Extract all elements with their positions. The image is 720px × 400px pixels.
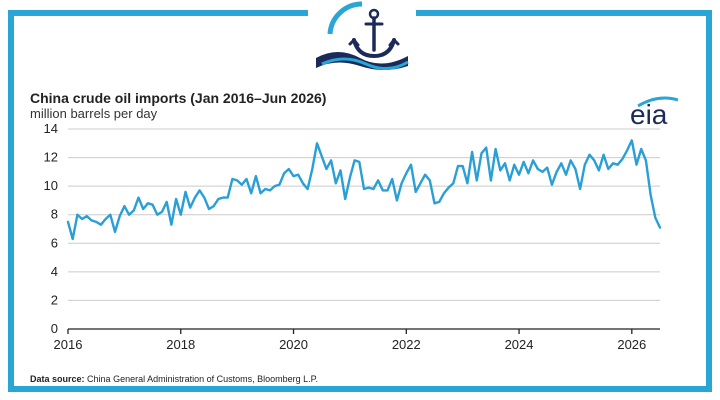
- x-tick-label: 2022: [392, 337, 421, 352]
- y-tick-label: 0: [51, 321, 58, 336]
- frame-top-left: [8, 10, 308, 16]
- eia-logo: eia: [630, 96, 679, 130]
- x-tick-label: 2026: [617, 337, 646, 352]
- frame-left: [8, 10, 14, 392]
- y-tick-label: 2: [51, 292, 58, 307]
- y-tick-label: 10: [44, 178, 58, 193]
- series-line: [66, 139, 662, 241]
- frame-bottom: [8, 386, 712, 392]
- frame-top-right: [416, 10, 712, 16]
- y-tick-labels: 0 2 4 6 8 10 12 14: [44, 121, 58, 336]
- series-layer: [66, 139, 662, 241]
- chart-title: China crude oil imports (Jan 2016–Jun 20…: [30, 90, 327, 106]
- x-tick-label: 2024: [505, 337, 534, 352]
- y-tick-label: 4: [51, 264, 58, 279]
- x-tick-labels: 2016 2018 2020 2022 2024 2026: [54, 337, 647, 352]
- y-tick-label: 12: [44, 150, 58, 165]
- eia-logo-text: eia: [630, 99, 668, 130]
- y-tick-label: 6: [51, 235, 58, 250]
- source-label: Data source:: [30, 374, 85, 384]
- source-text: China General Administration of Customs,…: [87, 374, 318, 384]
- frame-right: [706, 10, 712, 392]
- company-logo: [316, 1, 409, 70]
- x-tick-label: 2016: [54, 337, 83, 352]
- y-tick-label: 8: [51, 207, 58, 222]
- y-tick-label: 14: [44, 121, 58, 136]
- source-note: Data source: China General Administratio…: [30, 374, 318, 384]
- anchor-icon: [348, 8, 400, 59]
- x-axis: [67, 328, 660, 334]
- x-tick-label: 2018: [166, 337, 195, 352]
- chart-subtitle: million barrels per day: [30, 106, 158, 121]
- x-tick-label: 2020: [279, 337, 308, 352]
